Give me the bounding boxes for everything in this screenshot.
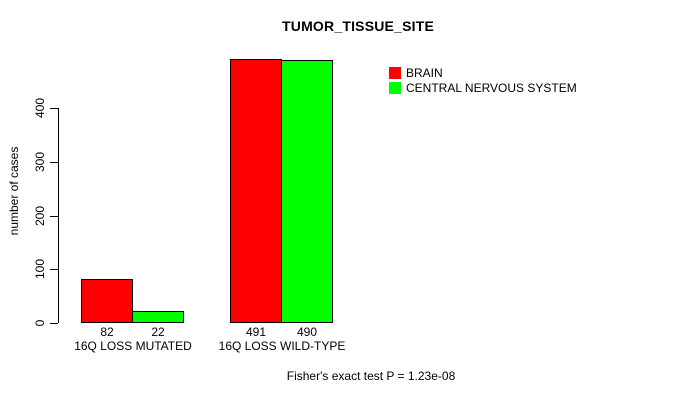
- bar-central-nervous-system: [281, 60, 333, 323]
- y-tick-mark: [50, 108, 58, 110]
- bar-central-nervous-system: [132, 311, 184, 323]
- y-tick-label: 400: [33, 98, 47, 119]
- legend-label: BRAIN: [406, 65, 443, 80]
- bar-value-label: 22: [151, 325, 165, 339]
- bar-value-label: 491: [245, 325, 267, 339]
- y-tick-label: 300: [33, 151, 47, 172]
- legend-swatch-icon: [389, 66, 401, 79]
- y-tick-mark: [50, 215, 58, 217]
- category-label: 16Q LOSS WILD-TYPE: [218, 339, 346, 353]
- legend-item: CENTRAL NERVOUS SYSTEM: [389, 80, 577, 95]
- y-axis-line: [58, 108, 59, 323]
- bar-value-label: 82: [100, 325, 114, 339]
- bar-brain: [230, 59, 282, 323]
- chart-title: TUMOR_TISSUE_SITE: [282, 18, 434, 34]
- y-tick-mark: [50, 323, 58, 324]
- y-tick-mark: [50, 161, 58, 163]
- legend-swatch-icon: [389, 81, 401, 94]
- legend-label: CENTRAL NERVOUS SYSTEM: [406, 80, 577, 95]
- legend-item: BRAIN: [389, 65, 577, 80]
- bar-brain: [81, 279, 133, 323]
- y-tick-mark: [50, 269, 58, 271]
- y-tick-label: 100: [33, 259, 47, 280]
- y-tick-label: 200: [33, 205, 47, 226]
- bar-value-label: 490: [296, 325, 318, 339]
- y-axis-title: number of cases: [7, 146, 21, 236]
- y-tick-label: 0: [33, 319, 47, 327]
- annotation-text: Fisher's exact test P = 1.23e-08: [286, 369, 456, 383]
- legend: BRAIN CENTRAL NERVOUS SYSTEM: [389, 65, 577, 95]
- category-label: 16Q LOSS MUTATED: [74, 339, 192, 353]
